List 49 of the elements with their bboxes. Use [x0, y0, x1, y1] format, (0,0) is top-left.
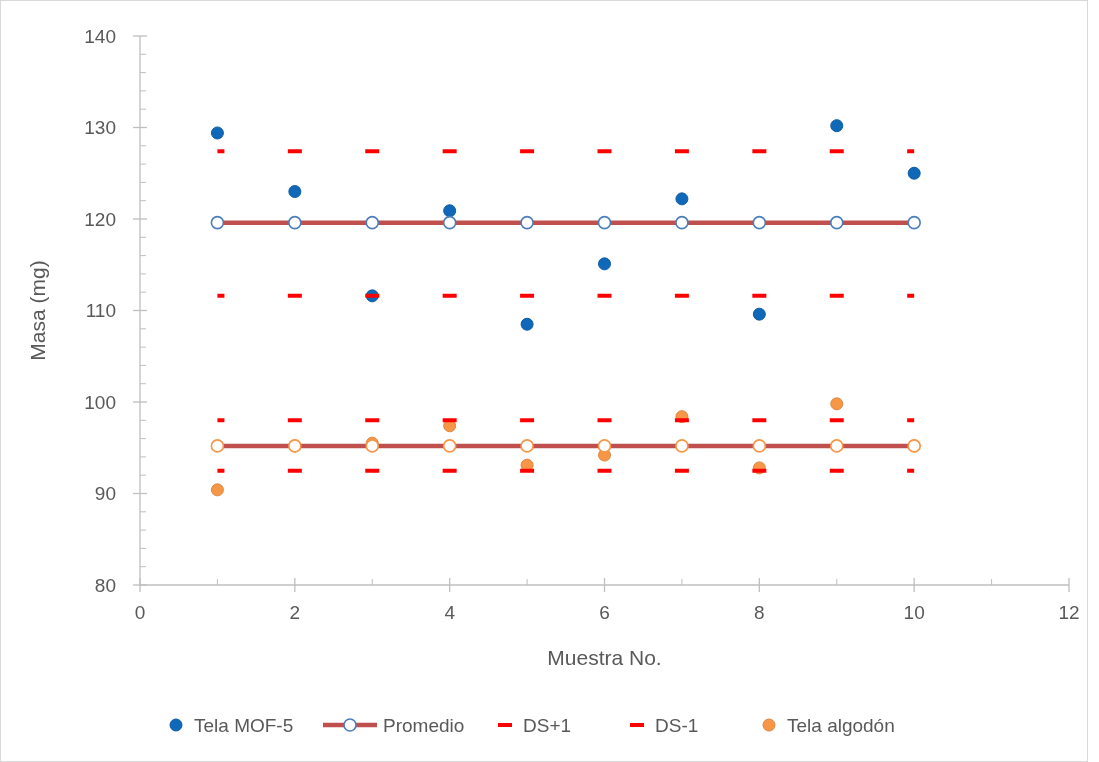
x-axis-title: Muestra No.: [547, 646, 662, 669]
point: [210, 215, 225, 230]
legend-label: Promedio: [383, 714, 465, 736]
point: [830, 119, 844, 133]
point: [752, 439, 767, 453]
y-tick-label: 100: [84, 391, 116, 413]
point: [442, 439, 457, 453]
point: [675, 439, 689, 453]
point: [443, 204, 457, 218]
x-tick-label: 12: [1058, 602, 1080, 623]
point: [288, 185, 302, 199]
x-tick-label: 2: [289, 602, 301, 623]
y-tick-label: 80: [94, 574, 116, 596]
point: [597, 215, 612, 230]
point: [442, 215, 457, 230]
point: [210, 483, 224, 497]
point: [520, 439, 534, 453]
x-tick-label: 8: [754, 602, 765, 623]
point: [830, 397, 844, 411]
x-tick-label: 4: [444, 602, 456, 623]
x-tick-label: 0: [134, 602, 146, 623]
y-tick-label: 140: [84, 25, 116, 47]
point: [675, 192, 689, 206]
point: [520, 215, 534, 230]
y-tick-label: 130: [84, 117, 116, 139]
y-axis-title: Masa (mg): [26, 260, 49, 361]
point: [907, 166, 921, 180]
legend-label: Tela MOF-5: [194, 714, 294, 736]
legend-label: DS-1: [655, 714, 699, 736]
point: [675, 215, 689, 230]
point: [829, 439, 844, 453]
legend-label: DS+1: [523, 714, 572, 736]
y-tick-label: 90: [94, 483, 116, 505]
point: [829, 215, 844, 230]
point: [907, 215, 921, 230]
legend-label: Tela algodón: [787, 714, 895, 736]
y-tick-label: 110: [85, 300, 116, 322]
point: [288, 215, 302, 230]
point: [365, 215, 380, 230]
x-tick-label: 10: [903, 602, 925, 623]
point: [597, 439, 612, 453]
point: [520, 317, 534, 331]
x-tick-label: 6: [599, 602, 610, 623]
point: [210, 126, 224, 140]
point: [210, 439, 225, 453]
point: [752, 307, 766, 321]
point: [752, 215, 767, 230]
point: [598, 257, 611, 271]
y-tick-label: 120: [84, 208, 116, 230]
